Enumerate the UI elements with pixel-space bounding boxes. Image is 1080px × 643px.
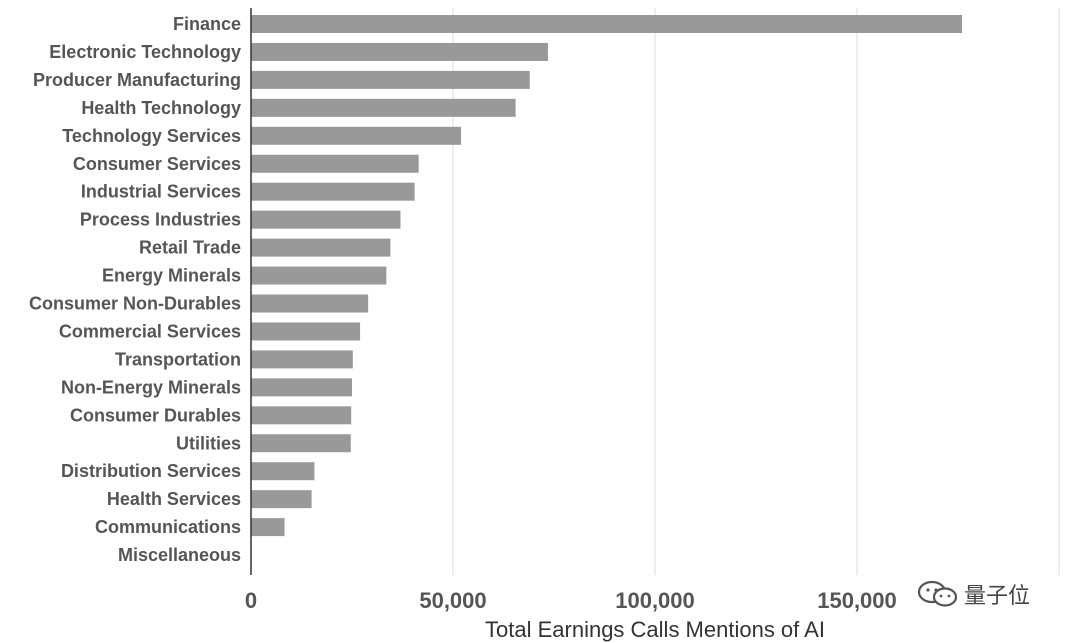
bar-non-energy-minerals <box>251 378 352 397</box>
watermark: 量子位 <box>916 578 1030 610</box>
category-label: Process Industries <box>80 210 241 230</box>
category-label: Retail Trade <box>139 238 241 258</box>
bar-distribution-services <box>251 462 315 481</box>
bar-commercial-services <box>251 322 361 341</box>
bar-electronic-technology <box>251 42 548 61</box>
category-label: Electronic Technology <box>49 42 241 62</box>
bar-consumer-durables <box>251 406 352 425</box>
x-tick-label: 150,000 <box>817 588 897 613</box>
x-tick-label: 50,000 <box>419 588 486 613</box>
bar-retail-trade <box>251 238 391 257</box>
category-label: Consumer Services <box>73 154 241 174</box>
bar-process-industries <box>251 210 401 229</box>
bar-technology-services <box>251 126 462 145</box>
category-label: Distribution Services <box>61 461 241 481</box>
category-labels: Finance Electronic Technology Producer Man… <box>29 14 241 565</box>
bar-finance <box>251 15 963 33</box>
bar-health-services <box>251 490 312 509</box>
category-label: Utilities <box>176 433 241 453</box>
category-label: Health Services <box>107 489 241 509</box>
bar-transportation <box>251 350 353 369</box>
bar-consumer-services <box>251 154 419 173</box>
grid-lines <box>452 8 1060 575</box>
category-label: Commercial Services <box>59 321 241 341</box>
bar-industrial-services <box>251 182 415 201</box>
bar-health-technology <box>251 98 516 117</box>
wechat-icon <box>917 580 958 607</box>
bar-communications <box>251 518 285 537</box>
category-label: Health Technology <box>81 98 241 118</box>
category-label: Finance <box>173 14 241 34</box>
x-tick-label: 100,000 <box>615 588 695 613</box>
x-axis-title: Total Earnings Calls Mentions of AI <box>485 617 825 642</box>
bar-producer-manufacturing <box>251 70 530 89</box>
bar-utilities <box>251 434 351 453</box>
x-tick-label: 0 <box>245 588 257 613</box>
category-label: Communications <box>95 517 241 537</box>
category-label: Consumer Non-Durables <box>29 294 241 314</box>
category-label: Industrial Services <box>81 182 241 202</box>
category-label: Producer Manufacturing <box>33 70 241 90</box>
watermark-text: 量子位 <box>964 584 1031 609</box>
category-label: Miscellaneous <box>118 545 241 565</box>
bar-consumer-non-durables <box>251 294 369 313</box>
category-label: Energy Minerals <box>102 266 241 286</box>
bars <box>251 15 963 537</box>
category-label: Technology Services <box>62 126 241 146</box>
bar-energy-minerals <box>251 266 387 285</box>
category-label: Non-Energy Minerals <box>61 377 241 397</box>
category-label: Transportation <box>115 349 241 369</box>
x-tick-labels: 0 50,000 100,000 150,000 <box>245 588 897 613</box>
category-label: Consumer Durables <box>70 405 241 425</box>
